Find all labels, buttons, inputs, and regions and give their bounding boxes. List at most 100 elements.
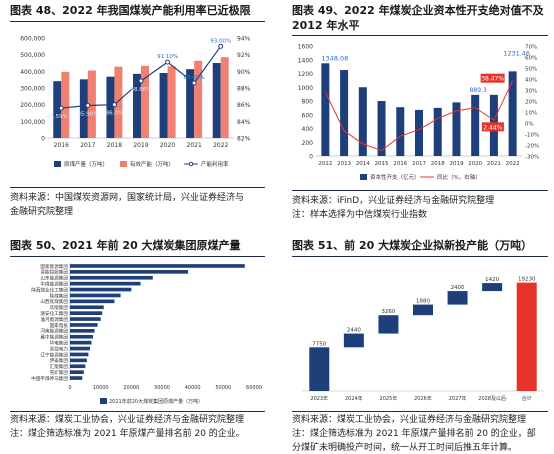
x-tick-label: 2019 — [133, 142, 148, 149]
y2-tick-label: 88% — [237, 86, 251, 93]
bar-capex — [452, 102, 461, 156]
bar-capex — [415, 109, 423, 156]
bar-output — [70, 334, 93, 339]
x-tick-label: 2015 — [375, 161, 389, 167]
y2-tick-label: 86% — [237, 102, 251, 109]
category-label: 山东能源集团 — [40, 275, 68, 282]
data-label: 1348.08 — [321, 54, 348, 62]
x-tick-label: 2028及以后 — [478, 395, 506, 402]
y2-tick-label: -30% — [525, 155, 539, 161]
x-tick-label: 10000 — [93, 385, 109, 391]
bar-increment — [482, 283, 503, 292]
category-label: 中煤能源集团 — [40, 280, 68, 287]
data-label: 85.90% — [77, 112, 98, 118]
legend-marker — [188, 161, 194, 167]
category-label: 华电集团 — [50, 339, 69, 346]
bar-increment — [309, 347, 330, 391]
category-label: 陕煤集团 — [50, 292, 69, 299]
y2-tick-label: 84% — [237, 119, 251, 126]
annotation-box — [480, 73, 505, 83]
category-label: 晋控电力 — [50, 345, 69, 352]
bar-capacity — [167, 66, 176, 138]
data-label: 889.3 — [470, 87, 487, 94]
annotation-box — [481, 122, 504, 132]
x-tick-label: 0 — [68, 385, 71, 391]
x-tick-label: 60000 — [246, 385, 262, 391]
y2-tick-label: 92% — [237, 52, 251, 59]
x-tick-label: 2018 — [431, 161, 445, 167]
bar-output — [159, 73, 168, 138]
x-tick-label: 40000 — [185, 385, 201, 391]
divider — [292, 411, 548, 412]
bar-output — [186, 69, 195, 138]
bar-output — [70, 299, 115, 304]
data-label: 85.59% — [47, 114, 68, 120]
y-tick-label: 1000 — [298, 85, 313, 92]
x-tick-label: 2020 — [468, 161, 482, 167]
bar-output — [70, 364, 86, 369]
bar-output — [70, 305, 104, 310]
divider — [292, 35, 548, 36]
x-tick-label: 50000 — [215, 385, 231, 391]
category-label: 山西焦煤集团 — [40, 298, 68, 305]
category-label: 国家电投 — [50, 322, 69, 329]
bar-output — [70, 346, 90, 351]
data-label: 2.44% — [483, 124, 502, 131]
yoy-line — [324, 80, 514, 152]
x-tick-label: 2019 — [449, 161, 463, 167]
x-tick-label: 2018 — [107, 142, 122, 149]
chart-51-title: 图表 51、前 20 大煤炭企业拟新投产能（万吨） — [292, 239, 533, 252]
bar-capex — [396, 107, 405, 156]
y-tick-label: 400,000 — [20, 69, 45, 76]
chart-48-source: 资料来源：中国煤炭资源网，国家统计局，兴业证券经济与 — [10, 193, 245, 203]
x-tick-label: 20000 — [123, 385, 139, 391]
category-label: 陕西煤业化工集团 — [31, 286, 68, 293]
bar-output — [106, 76, 115, 138]
chart-48: 0 100,000 200,000 300,000 400,000 500,000 600,… — [20, 36, 251, 169]
legend-label: 资本性开支（亿元） — [370, 173, 420, 181]
x-tick-label: 2016 — [54, 142, 69, 149]
x-tick-label: 2017 — [80, 142, 95, 149]
y-tick-label: 300,000 — [20, 86, 45, 93]
bar-capacity — [114, 66, 123, 138]
chart-49-source: 资料来源：iFinD，兴业证券经济与金融研究院整理 — [292, 196, 495, 206]
chart-51-note-cont: 分煤矿未明确投产时间，统一从开工时间后推五年计算。 — [292, 443, 518, 453]
x-tick-label: 2017 — [412, 161, 426, 167]
bar-output — [70, 376, 83, 380]
utilization-point — [165, 59, 171, 65]
category-label: 淮河能源集团 — [40, 316, 68, 323]
category-label: 辽宁能源集团 — [40, 351, 68, 358]
category-label: 伊泰集团 — [50, 357, 69, 364]
divider — [10, 187, 265, 188]
data-label: 88.86% — [131, 87, 152, 93]
y-tick-label: 100,000 — [20, 119, 45, 126]
bar-output — [70, 264, 245, 268]
bar-output — [212, 63, 221, 138]
x-tick-label: 2014 — [356, 161, 370, 167]
bar-output — [70, 311, 103, 315]
chart-50: 国家能源集团晋能控股集团山东能源集团中煤能源集团陕西煤业化工集团陕煤集团山西焦煤… — [31, 263, 262, 405]
chart-49-note: 注：样本选择为中信煤炭行业指数 — [292, 210, 428, 220]
y2-tick-label: 30% — [525, 89, 537, 95]
category-label: 中国平煤神马集团 — [31, 375, 68, 382]
y2-tick-label: -10% — [525, 133, 539, 139]
legend-swatch — [120, 161, 127, 167]
bar-output — [70, 293, 121, 298]
bar-output — [70, 329, 95, 333]
y2-tick-label: 90% — [237, 69, 251, 76]
y2-tick-label: 10% — [525, 111, 537, 117]
bar-capacity — [194, 60, 203, 139]
bar-output — [70, 358, 87, 363]
x-tick-label: 2026年 — [414, 395, 432, 402]
y2-tick-label: 20% — [525, 100, 537, 106]
utilization-point — [111, 102, 117, 108]
data-label: 2400 — [451, 285, 465, 291]
x-tick-label: 2016 — [393, 161, 407, 167]
bar-output — [70, 370, 84, 374]
y-tick-label: 0 — [41, 136, 45, 143]
chart-51: 7750 2023年 2440 2024年 3260 2025年 1880 2026年 2400… — [302, 277, 544, 402]
x-tick-label: 2027年 — [449, 395, 467, 402]
data-label: 7750 — [312, 341, 326, 347]
y-tick-label: 800 — [302, 99, 314, 106]
bar-increment — [378, 315, 399, 334]
